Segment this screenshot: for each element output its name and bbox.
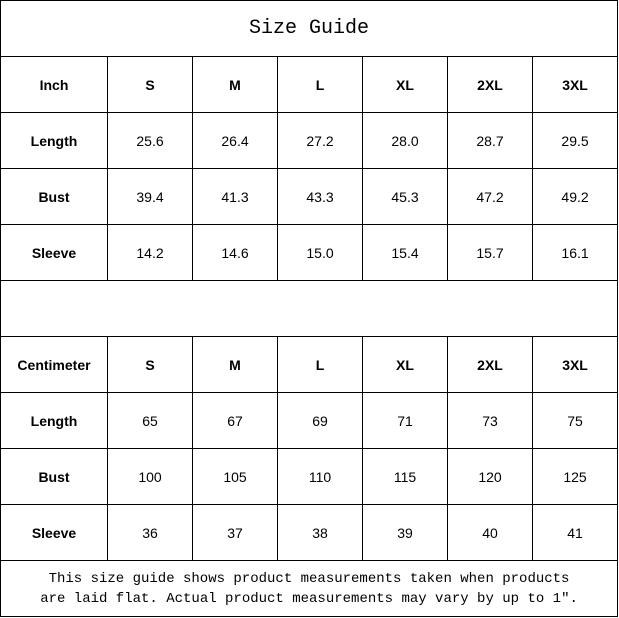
size-header: M xyxy=(192,336,278,393)
row-label: Sleeve xyxy=(0,504,108,561)
table-row: Length 25.6 26.4 27.2 28.0 28.7 29.5 xyxy=(0,112,619,169)
spacer-cell xyxy=(0,280,619,337)
table-row: Bust 100 105 110 115 120 125 xyxy=(0,448,619,505)
measurement-cell: 14.2 xyxy=(107,224,193,281)
size-header: 2XL xyxy=(447,336,533,393)
centimeter-unit-label: Centimeter xyxy=(0,336,108,393)
measurement-cell: 28.7 xyxy=(447,112,533,169)
measurement-cell: 14.6 xyxy=(192,224,278,281)
measurement-cell: 49.2 xyxy=(531,168,619,225)
row-label: Sleeve xyxy=(0,224,108,281)
measurement-cell: 39 xyxy=(362,504,448,561)
inch-header-row: Inch S M L XL 2XL 3XL xyxy=(0,56,619,113)
footnote-line-1: This size guide shows product measuremen… xyxy=(48,570,570,587)
size-header: 3XL xyxy=(531,56,619,113)
measurement-cell: 36 xyxy=(107,504,193,561)
row-label: Bust xyxy=(0,168,108,225)
measurement-cell: 115 xyxy=(362,448,448,505)
measurement-cell: 73 xyxy=(447,392,533,449)
measurement-cell: 29.5 xyxy=(531,112,619,169)
size-header: XL xyxy=(362,56,448,113)
measurement-cell: 28.0 xyxy=(362,112,448,169)
measurement-cell: 27.2 xyxy=(277,112,363,169)
size-header: S xyxy=(107,336,193,393)
table-row: Bust 39.4 41.3 43.3 45.3 47.2 49.2 xyxy=(0,168,619,225)
measurement-cell: 16.1 xyxy=(531,224,619,281)
size-header: 3XL xyxy=(531,336,619,393)
measurement-cell: 15.7 xyxy=(447,224,533,281)
measurement-cell: 120 xyxy=(447,448,533,505)
measurement-cell: 26.4 xyxy=(192,112,278,169)
size-header: L xyxy=(277,56,363,113)
size-header: M xyxy=(192,56,278,113)
measurement-cell: 37 xyxy=(192,504,278,561)
measurement-cell: 71 xyxy=(362,392,448,449)
measurement-cell: 39.4 xyxy=(107,168,193,225)
table-row: Sleeve 14.2 14.6 15.0 15.4 15.7 16.1 xyxy=(0,224,619,281)
measurement-cell: 110 xyxy=(277,448,363,505)
title-row: Size Guide xyxy=(0,0,619,57)
inch-unit-label: Inch xyxy=(0,56,108,113)
measurement-cell: 15.4 xyxy=(362,224,448,281)
row-label: Bust xyxy=(0,448,108,505)
page-title: Size Guide xyxy=(0,0,619,57)
size-header: S xyxy=(107,56,193,113)
measurement-cell: 65 xyxy=(107,392,193,449)
measurement-cell: 38 xyxy=(277,504,363,561)
measurement-cell: 45.3 xyxy=(362,168,448,225)
centimeter-header-row: Centimeter S M L XL 2XL 3XL xyxy=(0,336,619,393)
row-label: Length xyxy=(0,112,108,169)
measurement-cell: 40 xyxy=(447,504,533,561)
table-row: Sleeve 36 37 38 39 40 41 xyxy=(0,504,619,561)
size-header: L xyxy=(277,336,363,393)
measurement-cell: 105 xyxy=(192,448,278,505)
table-row: Length 65 67 69 71 73 75 xyxy=(0,392,619,449)
measurement-cell: 100 xyxy=(107,448,193,505)
measurement-cell: 69 xyxy=(277,392,363,449)
measurement-cell: 41.3 xyxy=(192,168,278,225)
footnote-line-2: are laid flat. Actual product measuremen… xyxy=(40,590,578,607)
measurement-cell: 15.0 xyxy=(277,224,363,281)
measurement-cell: 47.2 xyxy=(447,168,533,225)
footnote: This size guide shows product measuremen… xyxy=(0,560,619,617)
spacer-row xyxy=(0,280,619,337)
size-header: XL xyxy=(362,336,448,393)
note-row: This size guide shows product measuremen… xyxy=(0,560,619,617)
measurement-cell: 75 xyxy=(531,392,619,449)
measurement-cell: 41 xyxy=(531,504,619,561)
size-header: 2XL xyxy=(447,56,533,113)
measurement-cell: 25.6 xyxy=(107,112,193,169)
measurement-cell: 125 xyxy=(531,448,619,505)
measurement-cell: 43.3 xyxy=(277,168,363,225)
row-label: Length xyxy=(0,392,108,449)
measurement-cell: 67 xyxy=(192,392,278,449)
